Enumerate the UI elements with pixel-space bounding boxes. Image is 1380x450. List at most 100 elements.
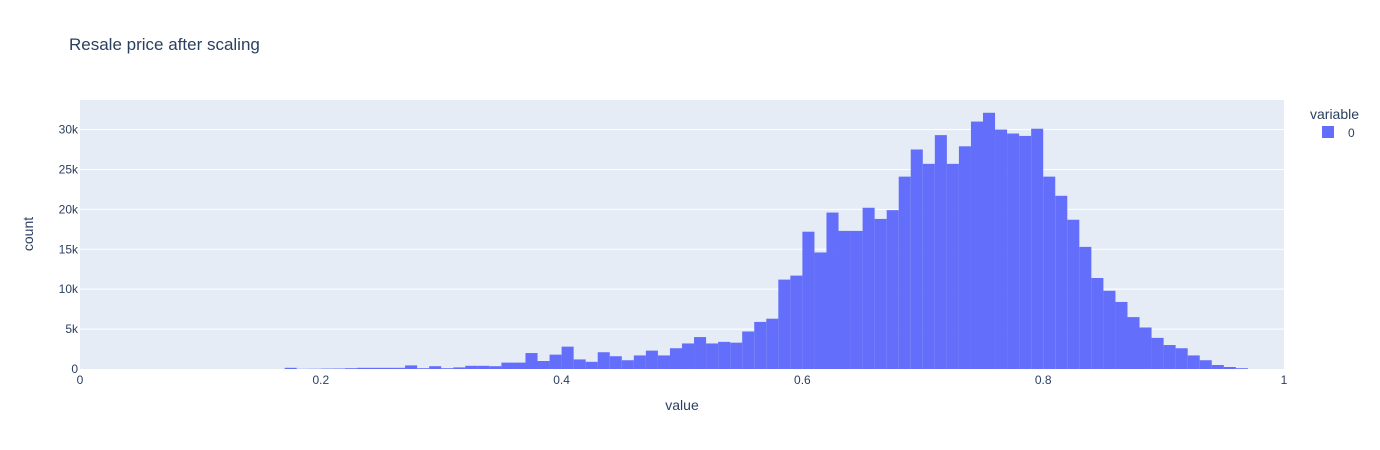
histogram-bar[interactable] [706,343,719,369]
x-tick-label: 0 [77,373,84,387]
histogram-bar[interactable] [1019,135,1032,369]
x-tick-label: 1 [1281,373,1288,387]
histogram-bar[interactable] [1235,368,1248,369]
histogram-bar[interactable] [1211,365,1224,369]
x-tick-label: 0.6 [794,373,811,387]
y-tick-label: 25k [59,162,79,176]
histogram-bar[interactable] [814,252,827,369]
histogram-bar[interactable] [1127,317,1140,369]
histogram-bar[interactable] [645,350,658,369]
histogram-bar[interactable] [1199,360,1212,369]
bars [284,112,1248,369]
histogram-bar[interactable] [922,163,935,369]
histogram-bar[interactable] [958,146,971,369]
histogram-bar[interactable] [682,343,695,369]
histogram-bar[interactable] [477,365,490,369]
y-tick-label: 5k [65,322,79,336]
histogram-bar[interactable] [1115,301,1128,369]
histogram-bar[interactable] [802,231,815,369]
y-tick-label: 10k [59,282,79,296]
histogram-bar[interactable] [465,365,478,369]
histogram-bar[interactable] [790,275,803,369]
x-axis-ticks: 0 0.2 0.4 0.6 0.8 1 [77,373,1288,387]
histogram-bar[interactable] [983,112,996,369]
histogram-bar[interactable] [513,362,526,369]
histogram-bar[interactable] [1139,327,1152,369]
legend-swatch[interactable] [1322,126,1334,138]
legend-title: variable [1310,106,1359,122]
histogram-bar[interactable] [742,331,755,369]
histogram-bar[interactable] [874,218,887,369]
histogram-bar[interactable] [694,337,707,369]
histogram-bar[interactable] [1091,278,1104,369]
histogram-bar[interactable] [657,355,670,369]
histogram-bar[interactable] [549,354,562,369]
chart-title: Resale price after scaling [69,35,260,54]
histogram-bar[interactable] [766,318,779,369]
legend[interactable]: variable 0 [1310,106,1359,140]
histogram-bar[interactable] [609,356,622,369]
x-tick-label: 0.4 [553,373,570,387]
histogram-bar[interactable] [669,348,682,369]
histogram-bar[interactable] [525,353,538,369]
histogram-bar[interactable] [405,365,418,369]
histogram-bar[interactable] [910,149,923,369]
histogram-bar[interactable] [1055,195,1068,369]
histogram-bar[interactable] [1187,355,1200,369]
histogram-bar[interactable] [429,366,442,369]
histogram-bar[interactable] [573,359,586,369]
histogram-bar[interactable] [946,163,959,369]
histogram-bar[interactable] [381,367,394,369]
histogram-bar[interactable] [1103,290,1116,369]
histogram-bar[interactable] [393,367,406,369]
histogram-bar[interactable] [1175,348,1188,369]
histogram-bar[interactable] [417,368,430,369]
histogram-bar[interactable] [1031,128,1044,369]
histogram-bar[interactable] [1079,246,1092,369]
histogram-bar[interactable] [970,121,983,369]
histogram-bar[interactable] [356,367,369,369]
histogram-bar[interactable] [344,368,357,369]
histogram-bar[interactable] [898,176,911,369]
x-tick-label: 0.2 [312,373,329,387]
histogram-bar[interactable] [934,135,947,369]
histogram-bar[interactable] [886,210,899,369]
histogram-bar[interactable] [1223,367,1236,369]
histogram-bar[interactable] [633,355,646,369]
histogram-bar[interactable] [862,207,875,369]
histogram-bar[interactable] [1151,337,1164,369]
y-tick-label: 0 [71,362,78,376]
grid-lines [80,129,1284,330]
histogram-bar[interactable] [850,230,863,369]
histogram-bar[interactable] [1043,176,1056,369]
x-tick-label: 0.8 [1035,373,1052,387]
histogram-bar[interactable] [585,361,598,369]
histogram-bar[interactable] [368,367,381,369]
histogram-bar[interactable] [453,367,466,369]
histogram-bar[interactable] [838,230,851,369]
histogram-bar[interactable] [441,368,454,369]
legend-entry-0[interactable]: 0 [1348,126,1355,140]
histogram-bar[interactable] [778,279,791,369]
histogram-bar[interactable] [561,346,574,369]
histogram-bar[interactable] [826,212,839,369]
histogram-bar[interactable] [1007,133,1020,369]
y-tick-label: 30k [59,123,79,137]
y-axis-ticks: 0 5k 10k 15k 20k 25k 30k [59,123,79,376]
histogram-bar[interactable] [537,361,550,369]
y-axis-label: count [20,217,36,251]
histogram-bar[interactable] [1163,345,1176,369]
histogram-bar[interactable] [597,352,610,369]
histogram-bar[interactable] [718,341,731,369]
y-tick-label: 15k [59,242,79,256]
x-axis-label: value [665,397,699,413]
histogram-bar[interactable] [501,362,514,369]
histogram-bar[interactable] [730,342,743,369]
histogram-bar[interactable] [621,360,634,369]
histogram-bar[interactable] [754,321,767,369]
histogram-bar[interactable] [1067,219,1080,369]
histogram-bar[interactable] [995,129,1008,369]
histogram-bar[interactable] [284,367,297,369]
histogram-bar[interactable] [489,366,502,369]
